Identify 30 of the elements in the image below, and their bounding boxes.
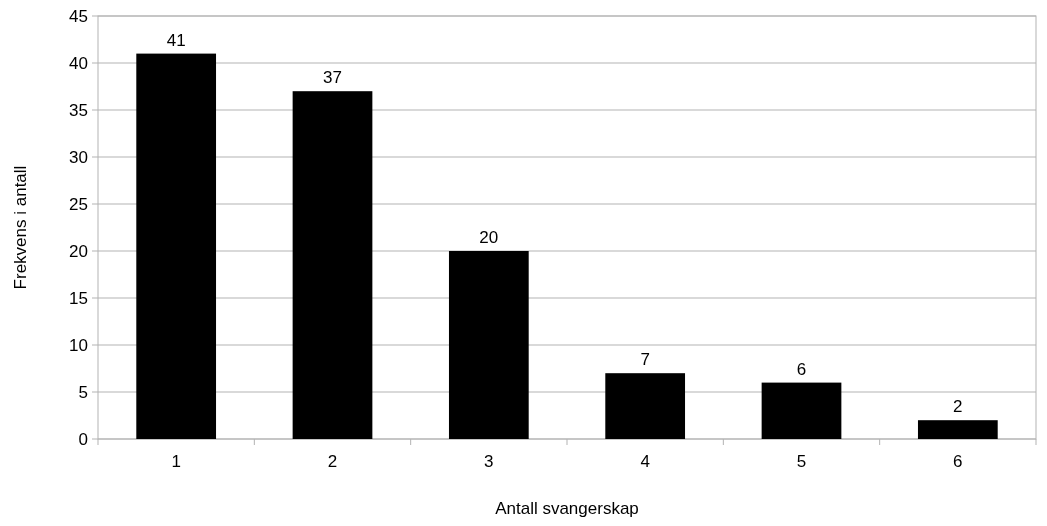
y-tick-label: 25 bbox=[69, 194, 88, 214]
data-label: 6 bbox=[796, 359, 807, 379]
bar bbox=[292, 91, 373, 439]
x-tick-label: 1 bbox=[171, 452, 181, 471]
y-tick-label: 0 bbox=[78, 429, 88, 449]
x-tick-label: 3 bbox=[484, 452, 494, 471]
data-label: 37 bbox=[323, 68, 342, 88]
x-axis-title: Antall svangerskap bbox=[495, 499, 639, 518]
y-tick-label: 5 bbox=[78, 382, 88, 402]
y-axis-title: Frekvens i antall bbox=[11, 165, 30, 290]
y-tick-label: 35 bbox=[69, 100, 88, 120]
y-tick-label: 20 bbox=[69, 241, 88, 261]
x-tick-label: 4 bbox=[640, 452, 650, 471]
bar bbox=[917, 420, 998, 439]
x-tick-label: 6 bbox=[953, 452, 963, 471]
bar bbox=[448, 251, 529, 439]
data-label: 41 bbox=[166, 30, 186, 50]
bar bbox=[605, 373, 686, 439]
y-tick-label: 40 bbox=[69, 53, 88, 73]
y-tick-label: 30 bbox=[69, 147, 88, 167]
data-label: 20 bbox=[479, 228, 499, 247]
x-tick-label: 2 bbox=[327, 452, 338, 471]
y-tick-label: 45 bbox=[69, 6, 88, 26]
data-label: 2 bbox=[953, 397, 963, 417]
x-tick-label: 5 bbox=[796, 452, 807, 471]
bar bbox=[761, 382, 842, 439]
y-tick-label: 10 bbox=[69, 335, 88, 355]
data-label: 7 bbox=[640, 350, 650, 370]
bar bbox=[136, 53, 217, 439]
y-tick-label: 15 bbox=[69, 288, 88, 308]
